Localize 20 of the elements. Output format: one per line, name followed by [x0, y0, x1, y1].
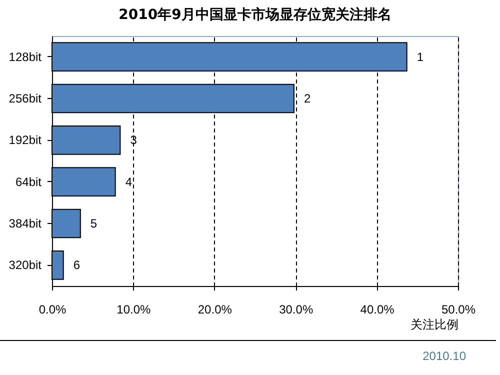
annotation: 1: [416, 50, 424, 64]
x-tick-label: 10.0%: [116, 302, 152, 316]
annotation: 5: [90, 216, 98, 230]
y-tick-label: 384bit: [8, 216, 42, 230]
x-tick-label: 0.0%: [38, 302, 66, 316]
y-tick-label: 128bit: [8, 50, 42, 64]
y-tick-label: 256bit: [8, 92, 42, 106]
x-tick-label: 20.0%: [198, 302, 232, 316]
text: 2010.10: [422, 349, 466, 363]
y-tick-label: 192bit: [8, 133, 42, 148]
x-tick-label: 50.0%: [441, 302, 476, 316]
x-tick-label: 40.0%: [360, 302, 395, 316]
x-axis-title: 关注比例: [410, 318, 458, 332]
y-tick-label: 320bit: [8, 258, 42, 272]
annotation: 6: [73, 258, 80, 272]
annotation: 2: [304, 92, 311, 106]
x-tick-label: 30.0%: [279, 302, 314, 316]
y-tick-label: 64bit: [15, 174, 42, 189]
annotation: 4: [125, 174, 132, 189]
chart-title: 2010年9月中国显卡市场显存位宽关注排名: [118, 6, 392, 23]
